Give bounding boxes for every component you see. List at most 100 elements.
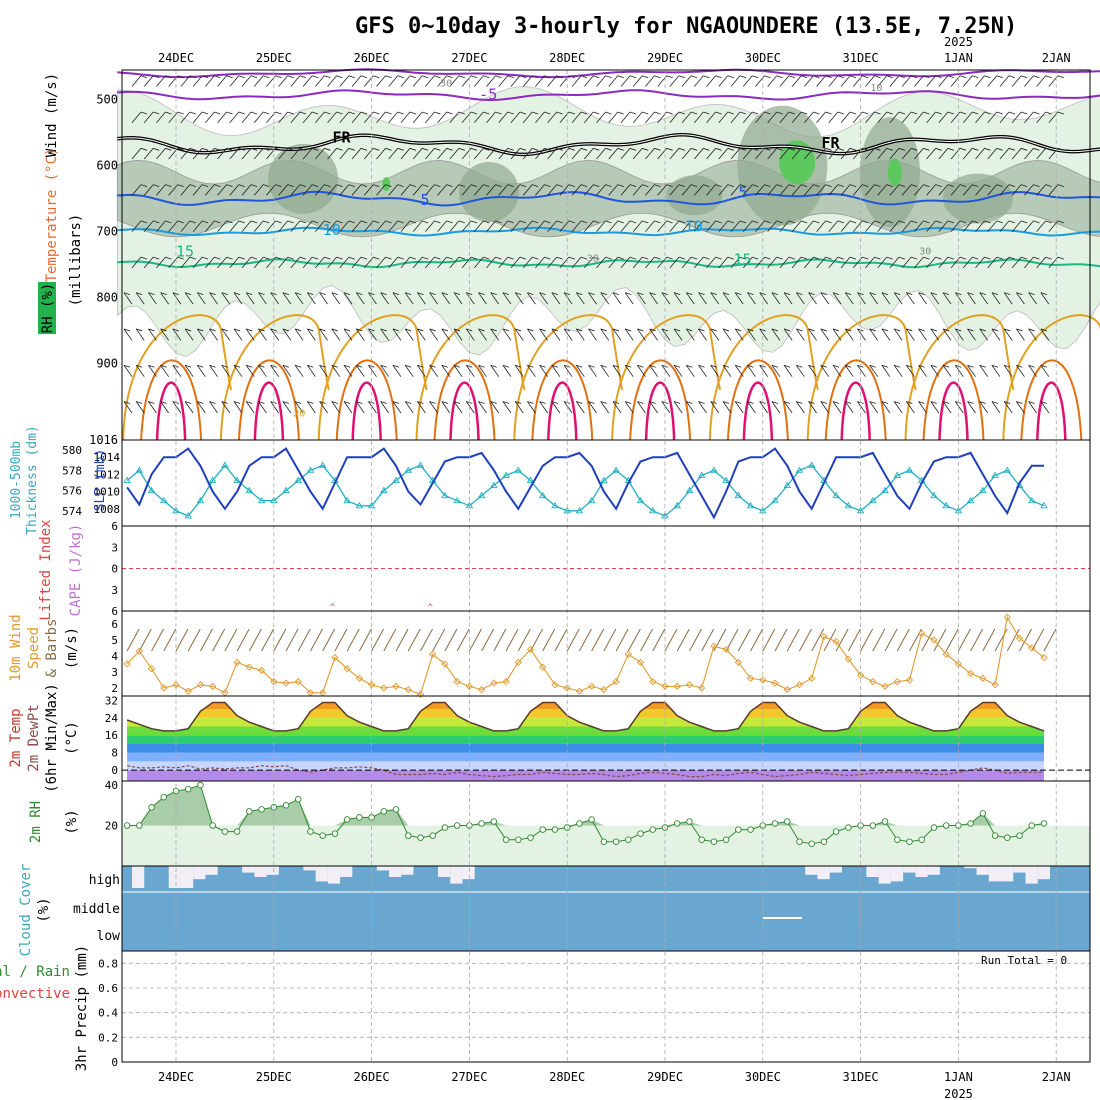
wind-barb bbox=[453, 401, 463, 414]
wind-barb-flag bbox=[771, 328, 779, 332]
wind-barb bbox=[632, 220, 643, 232]
wind-barb-flag bbox=[123, 364, 131, 368]
wind-barb-flag bbox=[544, 111, 551, 115]
axis-title-wind-units: (m/s) bbox=[64, 627, 80, 669]
wind-barb bbox=[184, 401, 194, 414]
wind10-point bbox=[1015, 634, 1024, 642]
wind-barb bbox=[755, 256, 765, 269]
wind10-barb bbox=[151, 628, 164, 652]
wind10-point bbox=[1003, 613, 1011, 622]
wind-barb bbox=[196, 364, 206, 377]
wind-barb-flag bbox=[405, 328, 412, 332]
wind-barb bbox=[991, 364, 1001, 377]
wind-barb bbox=[429, 401, 438, 414]
wind-barb bbox=[417, 328, 426, 341]
date-label-top: 30DEC bbox=[745, 51, 781, 65]
wind-barb-flag bbox=[380, 328, 387, 332]
wind-barb bbox=[865, 220, 875, 232]
wind-barb-flag bbox=[502, 292, 510, 296]
wind-barb-flag bbox=[715, 111, 722, 115]
wind-barb-flag bbox=[686, 401, 693, 404]
wind-barb-flag bbox=[312, 75, 319, 79]
axis-title-thickness-2: Thickness (dm) bbox=[25, 425, 40, 535]
wind-barb-flag bbox=[580, 75, 588, 79]
freezing-line-inner bbox=[117, 134, 1100, 155]
wind-barb-flag bbox=[715, 256, 722, 260]
rh-blob-dark bbox=[268, 143, 339, 214]
rh2m-tick: 20 bbox=[105, 820, 118, 833]
wind-barb bbox=[661, 364, 671, 377]
wind10-point bbox=[380, 684, 388, 692]
wind10-barb bbox=[383, 628, 397, 652]
wind-barb bbox=[425, 148, 435, 160]
rh2m-point bbox=[319, 832, 326, 839]
wind-barb bbox=[1016, 328, 1025, 341]
isotherm-30-loop bbox=[644, 381, 676, 441]
wind-barb-flag bbox=[649, 364, 656, 368]
wind-barb-flag bbox=[275, 147, 282, 151]
wind-barb bbox=[205, 256, 215, 269]
isotherm-30-loop bbox=[253, 381, 285, 441]
wind-barb bbox=[681, 75, 692, 87]
wind-barb bbox=[404, 328, 414, 341]
rh2m-point bbox=[392, 806, 400, 813]
wind-barb bbox=[954, 328, 964, 341]
wind-barb bbox=[363, 256, 374, 269]
date-label-bottom: 28DEC bbox=[549, 1070, 585, 1084]
wind-barb bbox=[465, 328, 475, 341]
wind10-point bbox=[832, 637, 840, 646]
wind-barb-flag bbox=[539, 292, 546, 296]
wind-barb bbox=[645, 111, 655, 124]
wind10-point bbox=[257, 666, 266, 674]
wind-barb bbox=[148, 328, 157, 341]
wind-barb bbox=[820, 292, 830, 305]
wind-barb-flag bbox=[226, 184, 233, 187]
wind-barb-flag bbox=[690, 111, 698, 115]
wind-barb bbox=[755, 184, 765, 196]
isotherm-20-loop bbox=[513, 314, 624, 441]
wind-barb-flag bbox=[392, 292, 400, 296]
pressure-tick: 900 bbox=[96, 356, 118, 370]
wind-barb bbox=[828, 111, 839, 124]
axis-title-dewpt2m: 2m DewPt bbox=[26, 704, 42, 771]
wind-barb-flag bbox=[837, 75, 844, 79]
wind-barb bbox=[742, 148, 753, 160]
wind-barb bbox=[637, 401, 646, 414]
wind-barb bbox=[694, 75, 704, 87]
wind-barb bbox=[131, 256, 142, 269]
rh2m-point bbox=[710, 838, 718, 845]
wind-barb bbox=[893, 401, 903, 414]
wind-barb bbox=[1016, 401, 1025, 414]
wind-barb-flag bbox=[495, 256, 502, 260]
wind-barb bbox=[315, 220, 325, 232]
wind-barb bbox=[962, 148, 973, 160]
wind-barb-flag bbox=[845, 364, 852, 368]
wind-barb bbox=[600, 401, 610, 414]
wind-barb-flag bbox=[617, 147, 624, 151]
wind-barb bbox=[596, 75, 606, 87]
wind-barb-flag bbox=[820, 364, 827, 368]
thickness-point bbox=[930, 491, 938, 499]
wind-barb bbox=[877, 148, 888, 160]
wind-barb-flag bbox=[923, 220, 930, 224]
wind-barb-flag bbox=[214, 111, 221, 115]
wind-barb-flag bbox=[385, 184, 392, 187]
wind-barb bbox=[747, 364, 756, 377]
wind10-barb bbox=[310, 628, 323, 652]
rh2m-point bbox=[845, 824, 852, 831]
thickness-point bbox=[318, 461, 327, 468]
rh2m-point bbox=[832, 828, 840, 835]
wind-barb bbox=[987, 75, 998, 87]
axis-title-total-rain: Total / Rain bbox=[0, 964, 70, 980]
wind-barb-flag bbox=[1033, 220, 1040, 224]
wind-barb bbox=[376, 148, 386, 160]
wind-barb-flag bbox=[747, 292, 754, 296]
wind-barb-flag bbox=[258, 364, 265, 368]
wind-barb-flag bbox=[996, 111, 1003, 115]
wind10-point bbox=[918, 629, 926, 638]
rh2m-point bbox=[380, 808, 388, 815]
wind-barb bbox=[490, 401, 500, 414]
wind-barb-flag bbox=[996, 220, 1003, 224]
wind-barb-flag bbox=[666, 184, 673, 187]
wind-barb bbox=[1040, 364, 1050, 377]
